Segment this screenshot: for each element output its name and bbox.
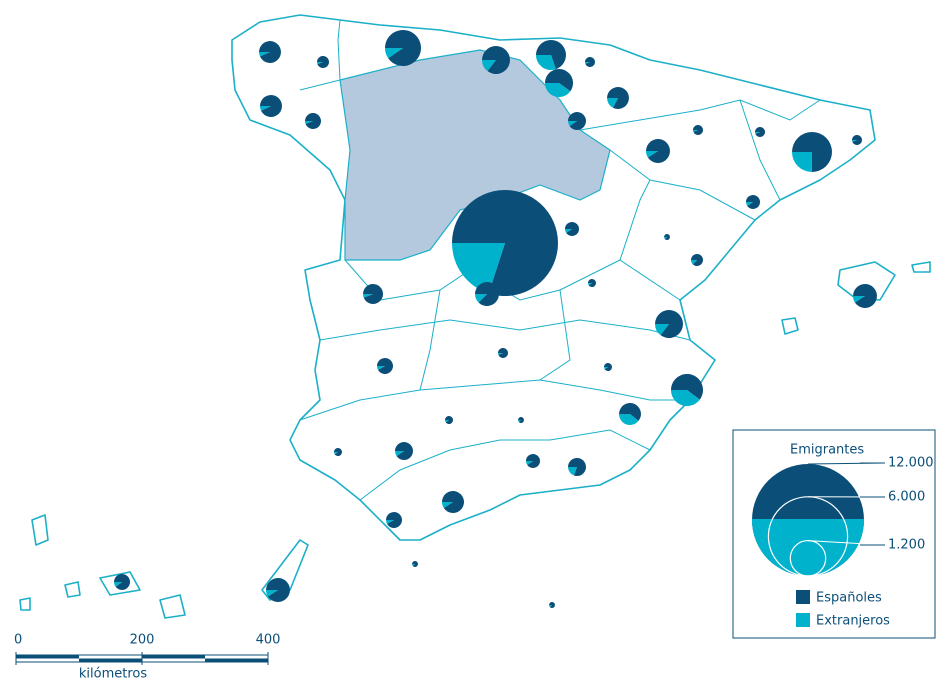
pie-espanoles: [853, 284, 877, 308]
pie-extranjeros: [412, 564, 415, 567]
pie-extranjeros: [567, 121, 577, 127]
pie-extranjeros: [482, 60, 496, 72]
pie-extranjeros: [113, 582, 122, 587]
pie-espanoles: [690, 253, 704, 267]
legend-leader: [807, 540, 886, 546]
pie-espanoles: [745, 194, 761, 210]
pie-extranjeros: [518, 420, 521, 423]
scale-segment: [205, 658, 268, 662]
pie-extranjeros: [442, 502, 453, 509]
pie-extranjeros: [851, 140, 857, 142]
pie-extranjeros: [475, 294, 487, 303]
pie-espanoles: [664, 234, 670, 240]
pie-extranjeros: [260, 106, 271, 111]
pie-extranjeros: [655, 324, 669, 336]
legend-size-label: 1.200: [888, 538, 925, 553]
pie-extranjeros: [445, 420, 449, 423]
pie-extranjeros: [385, 520, 394, 524]
pie-extranjeros: [362, 294, 373, 298]
pie-espanoles: [619, 403, 641, 421]
pie-extranjeros: [690, 260, 697, 265]
pie-espanoles: [545, 69, 573, 92]
pie-extranjeros: [525, 461, 533, 465]
pie-extranjeros: [451, 243, 505, 294]
pie-espanoles: [692, 124, 704, 136]
pie-extranjeros: [664, 237, 667, 240]
pie-extranjeros: [304, 121, 313, 125]
pie-espanoles: [442, 491, 464, 513]
pie-extranjeros: [545, 83, 571, 98]
legend-size-label: 6.000: [888, 490, 925, 505]
legend-swatch: [796, 590, 810, 604]
pie-espanoles: [567, 111, 587, 131]
pie-extranjeros: [853, 296, 865, 303]
pie-extranjeros: [692, 130, 698, 132]
pie-espanoles: [384, 29, 422, 67]
legend-swatch: [796, 613, 810, 627]
legend-title: Emigrantes: [790, 443, 864, 458]
pie-extranjeros: [619, 414, 639, 425]
pie-espanoles: [655, 310, 684, 339]
pie-extranjeros: [792, 152, 812, 172]
pie-extranjeros: [584, 62, 590, 64]
pie-espanoles: [259, 41, 281, 63]
pie-extranjeros: [497, 353, 503, 355]
pie-espanoles: [451, 189, 559, 297]
pie-extranjeros: [564, 229, 572, 233]
pie-espanoles: [304, 112, 322, 130]
pie-espanoles: [316, 55, 330, 69]
pie-espanoles: [584, 56, 596, 68]
legend-band: [752, 519, 864, 576]
pie-espanoles: [851, 134, 863, 146]
pie-espanoles: [564, 221, 580, 237]
pie-extranjeros: [334, 452, 338, 455]
pie-extranjeros: [394, 451, 404, 457]
pie-extranjeros: [588, 283, 592, 286]
pie-extranjeros: [567, 467, 577, 476]
legend-label: Extranjeros: [816, 614, 890, 629]
pie-espanoles: [525, 453, 541, 469]
pie-extranjeros: [754, 132, 760, 134]
pie-espanoles: [113, 573, 131, 591]
pie-extranjeros: [745, 202, 753, 206]
scale-unit: kilómetros: [79, 667, 147, 681]
pie-espanoles: [536, 40, 566, 70]
pie-extranjeros: [607, 98, 618, 108]
scale-tick-label: 200: [130, 633, 155, 648]
pie-espanoles: [260, 95, 282, 117]
scale-segment: [79, 658, 142, 662]
pie-espanoles: [607, 87, 629, 109]
pie-espanoles: [445, 416, 453, 424]
pie-espanoles: [670, 373, 704, 400]
pie-extranjeros: [604, 367, 608, 370]
pie-extranjeros: [549, 605, 552, 608]
legend-size-label: 12.000: [888, 456, 934, 471]
pie-espanoles: [385, 511, 403, 529]
pie-espanoles: [588, 279, 596, 287]
pie-extranjeros: [384, 48, 403, 59]
pie-espanoles: [362, 283, 384, 305]
pie-extranjeros: [316, 62, 323, 65]
scale-segment: [16, 655, 79, 659]
scale-tick-label: 400: [256, 633, 281, 648]
pie-espanoles: [754, 126, 766, 138]
pie-espanoles: [497, 347, 509, 359]
pie-extranjeros: [646, 151, 658, 158]
pie-espanoles: [646, 139, 670, 163]
legend-label: Españoles: [816, 591, 882, 606]
scale-tick-label: 0: [14, 633, 22, 648]
pie-extranjeros: [670, 390, 700, 407]
pie-extranjeros: [376, 366, 385, 370]
pie-extranjeros: [266, 590, 278, 597]
pie-extranjeros: [259, 52, 270, 57]
scale-segment: [142, 655, 205, 659]
pie-extranjeros: [536, 55, 556, 70]
